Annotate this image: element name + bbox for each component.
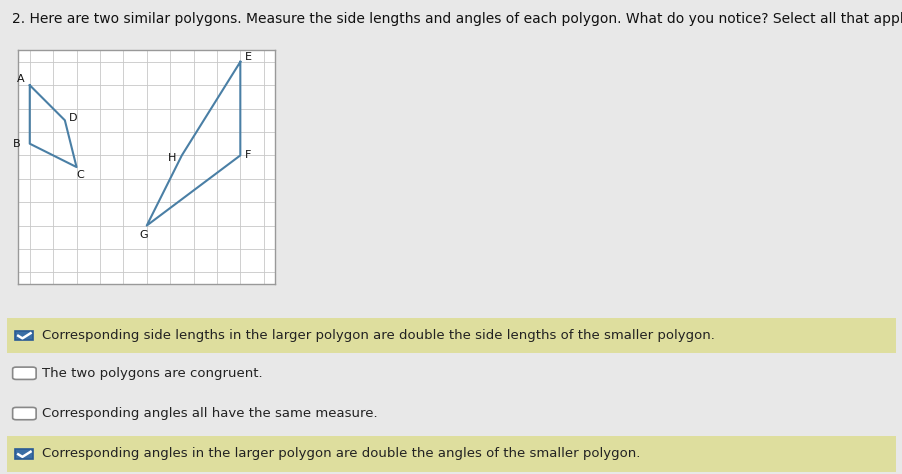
Text: The two polygons are congruent.: The two polygons are congruent.	[41, 367, 262, 380]
Text: 2. Here are two similar polygons. Measure the side lengths and angles of each po: 2. Here are two similar polygons. Measur…	[12, 12, 902, 26]
Text: G: G	[139, 230, 147, 240]
Text: H: H	[168, 153, 177, 163]
Text: Corresponding angles all have the same measure.: Corresponding angles all have the same m…	[41, 407, 377, 420]
Text: A: A	[16, 74, 24, 84]
Text: D: D	[69, 113, 78, 123]
Text: C: C	[76, 170, 84, 180]
Text: Corresponding side lengths in the larger polygon are double the side lengths of : Corresponding side lengths in the larger…	[41, 329, 713, 342]
Text: E: E	[244, 52, 252, 62]
Text: Corresponding angles in the larger polygon are double the angles of the smaller : Corresponding angles in the larger polyg…	[41, 447, 640, 460]
Text: F: F	[245, 150, 252, 160]
Text: B: B	[13, 139, 21, 149]
